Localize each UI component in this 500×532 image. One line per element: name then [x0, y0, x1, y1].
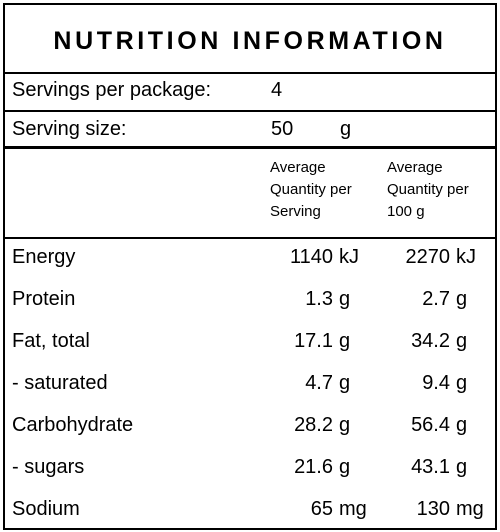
nutrient-name: Carbohydrate: [12, 414, 134, 436]
unit: mg: [456, 498, 484, 520]
per-100g: 43.1: [411, 456, 450, 478]
rule: [5, 72, 495, 74]
per-100g: 9.4: [422, 372, 450, 394]
nutrient-name: Energy: [12, 246, 76, 268]
unit: g: [456, 414, 468, 436]
nutrient-name: - sugars: [12, 456, 85, 478]
unit: g: [456, 288, 468, 310]
unit: g: [339, 372, 351, 394]
per-serving: 28.2: [294, 414, 333, 436]
nutrition-panel: NUTRITION INFORMATION Servings per packa…: [3, 3, 497, 530]
per-100g: 130: [416, 498, 450, 520]
per-100g: 56.4: [411, 414, 450, 436]
unit: mg: [339, 498, 367, 520]
unit: g: [339, 414, 351, 436]
unit: g: [456, 330, 468, 352]
per-serving: 21.6: [294, 456, 333, 478]
unit: kJ: [339, 246, 359, 268]
nutrient-name: Fat, total: [12, 330, 90, 352]
unit: g: [339, 330, 351, 352]
serving-size-label: Serving size:: [12, 118, 127, 140]
servings-value: 4: [271, 79, 283, 101]
serving-size-value: 50: [271, 118, 294, 140]
nutrient-name: Protein: [12, 288, 76, 310]
per-serving: 1140: [289, 246, 333, 268]
per-serving: 1.3: [305, 288, 333, 310]
rule: [5, 110, 495, 112]
per-serving: 4.7: [305, 372, 333, 394]
per-100g: 2.7: [422, 288, 450, 310]
per-serving: 17.1: [294, 330, 333, 352]
servings-label: Servings per package:: [12, 79, 212, 101]
unit: g: [339, 288, 351, 310]
nutrient-name: Sodium: [12, 498, 80, 520]
rule: [5, 146, 495, 149]
unit: g: [456, 372, 468, 394]
rule: [5, 237, 495, 239]
per-serving: 65: [310, 498, 333, 520]
title: NUTRITION INFORMATION: [53, 27, 447, 55]
serving-size-unit: g: [340, 118, 352, 140]
unit: kJ: [456, 246, 476, 268]
per-100g: 34.2: [411, 330, 450, 352]
per-100g: 2270: [405, 246, 451, 268]
unit: g: [456, 456, 468, 478]
unit: g: [339, 456, 351, 478]
nutrient-name: - saturated: [12, 372, 108, 394]
column-header: Average Quantity per 100 g: [387, 159, 469, 220]
column-header: Average Quantity per Serving: [270, 159, 352, 220]
